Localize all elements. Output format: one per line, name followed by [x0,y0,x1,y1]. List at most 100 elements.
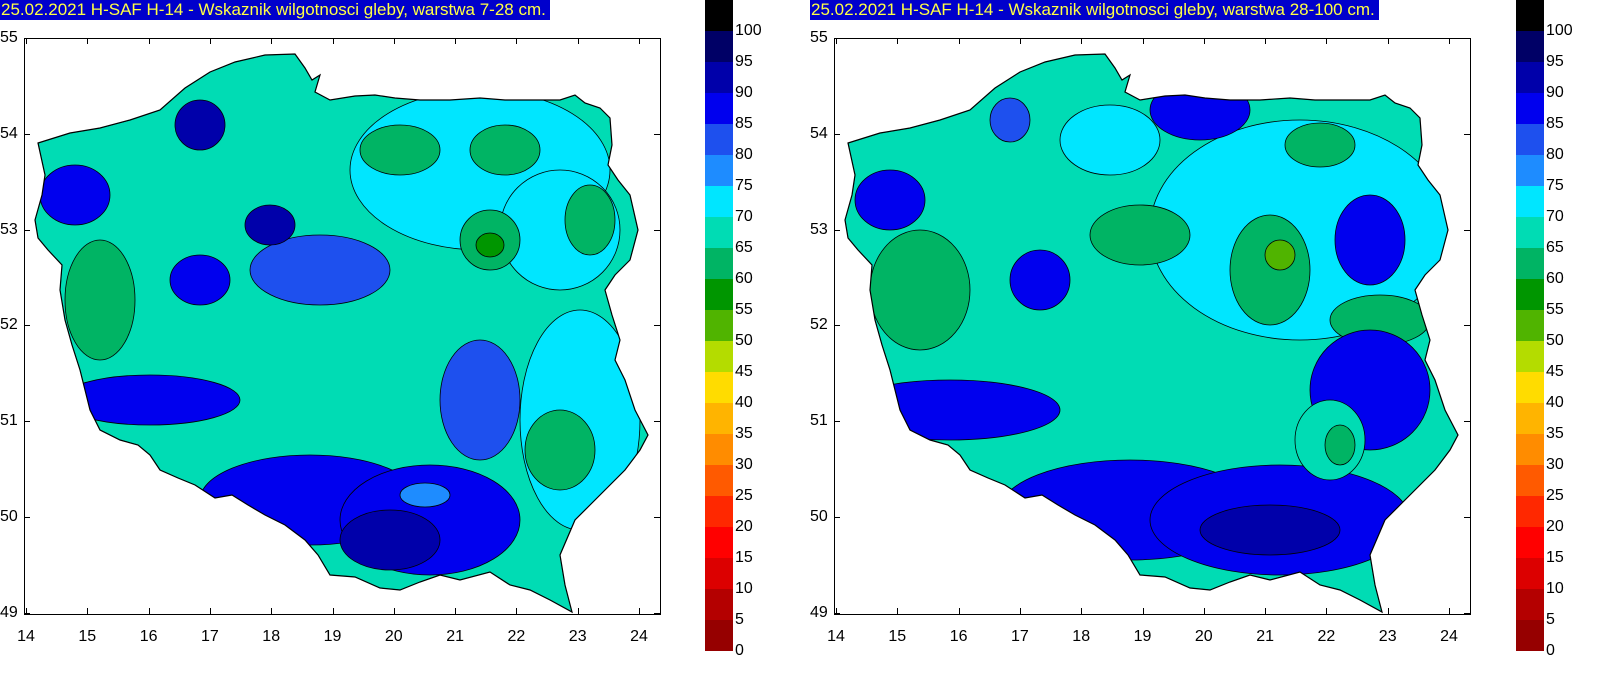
y-tick [1464,421,1470,423]
map-title: 25.02.2021 H-SAF H-14 - Wskaznik wilgotn… [810,0,1379,20]
country-border [34,53,649,614]
legend-label: 5 [1546,611,1555,628]
legend-label: 65 [1546,239,1564,256]
legend-label: 30 [735,456,753,473]
legend-swatch [1516,62,1544,93]
legend-label: 10 [735,580,753,597]
legend-swatch [705,589,733,620]
legend-label: 95 [735,53,753,70]
x-tick [516,38,518,44]
x-tick [455,608,457,614]
y-tick-label: 49 [0,603,18,621]
x-tick-label: 14 [17,628,35,645]
legend-label: 45 [1546,363,1564,380]
legend-label: 70 [1546,208,1564,225]
moisture-zone [169,254,231,306]
legend-label: 90 [1546,84,1564,101]
legend-label: 30 [1546,456,1564,473]
x-tick [577,608,579,614]
y-tick-label: 52 [0,316,18,334]
y-tick [1464,325,1470,327]
legend-label: 35 [735,425,753,442]
legend-swatch [705,620,733,651]
x-tick [332,608,334,614]
moisture-zone [989,97,1031,143]
x-tick [1326,608,1328,614]
y-tick-label: 55 [0,29,18,46]
y-tick [834,133,840,135]
legend-label: 55 [735,301,753,318]
y-tick [654,325,660,327]
legend-swatch [705,217,733,248]
x-tick [87,38,89,44]
y-tick [834,612,840,614]
x-tick-label: 20 [384,628,403,645]
x-tick [1265,608,1267,614]
y-tick [1464,133,1470,135]
x-tick [1387,608,1389,614]
moisture-zone [854,169,926,231]
legend-swatch [705,0,733,31]
legend-label: 40 [735,394,753,411]
y-tick [834,517,840,518]
moisture-zone [249,234,391,306]
legend-swatch [705,31,733,62]
legend-label: 20 [1546,518,1564,535]
legend-label: 75 [1546,177,1564,194]
legend-swatch [1516,558,1544,589]
map-fill [35,54,648,612]
legend-swatch [1516,341,1544,372]
legend-swatch [705,496,733,527]
x-tick-label: 19 [1133,628,1152,645]
y-tick [834,229,840,231]
legend-label: 35 [1546,425,1564,442]
x-tick [271,38,273,44]
legend-swatch [705,341,733,372]
legend-swatch [1516,93,1544,124]
x-tick [332,38,334,44]
moisture-zone [1264,239,1296,271]
legend-label: 100 [1546,22,1573,39]
moisture-zone [439,339,521,461]
x-tick-label: 15 [888,628,907,645]
legend-label: 75 [735,177,753,194]
legend-label: 25 [1546,487,1564,504]
x-tick-label: 18 [1072,628,1091,645]
y-tick-label: 54 [0,124,18,142]
x-tick [26,608,27,614]
x-tick [455,38,457,44]
x-tick-label: 20 [1194,628,1213,645]
y-tick [654,38,660,39]
x-tick-label: 22 [507,628,526,645]
y-tick [834,325,840,327]
x-tick [639,38,640,44]
moisture-zone [64,239,136,361]
legend-label: 70 [735,208,753,225]
x-tick-label: 24 [630,628,648,645]
x-tick-label: 18 [262,628,281,645]
legend-label: 25 [735,487,753,504]
legend-swatch [1516,217,1544,248]
legend-swatch [1516,527,1544,558]
legend-label: 50 [1546,332,1564,349]
x-tick [639,608,640,614]
x-tick [209,38,211,44]
moisture-zone [1334,194,1406,286]
moisture-zone [359,124,441,176]
x-tick [1203,38,1205,44]
x-tick [1142,38,1144,44]
y-tick [654,421,660,423]
map-fill [845,54,1458,612]
legend-label: 45 [735,363,753,380]
x-tick-label: 19 [323,628,342,645]
legend-label: 60 [735,270,753,287]
x-tick [958,608,960,614]
moisture-zone [174,99,226,151]
x-tick [1203,608,1205,614]
legend-swatch [1516,496,1544,527]
x-tick [393,608,395,614]
legend-swatch [705,372,733,403]
legend-swatch [705,558,733,589]
moisture-zone [869,229,971,351]
x-tick-label: 22 [1317,628,1336,645]
